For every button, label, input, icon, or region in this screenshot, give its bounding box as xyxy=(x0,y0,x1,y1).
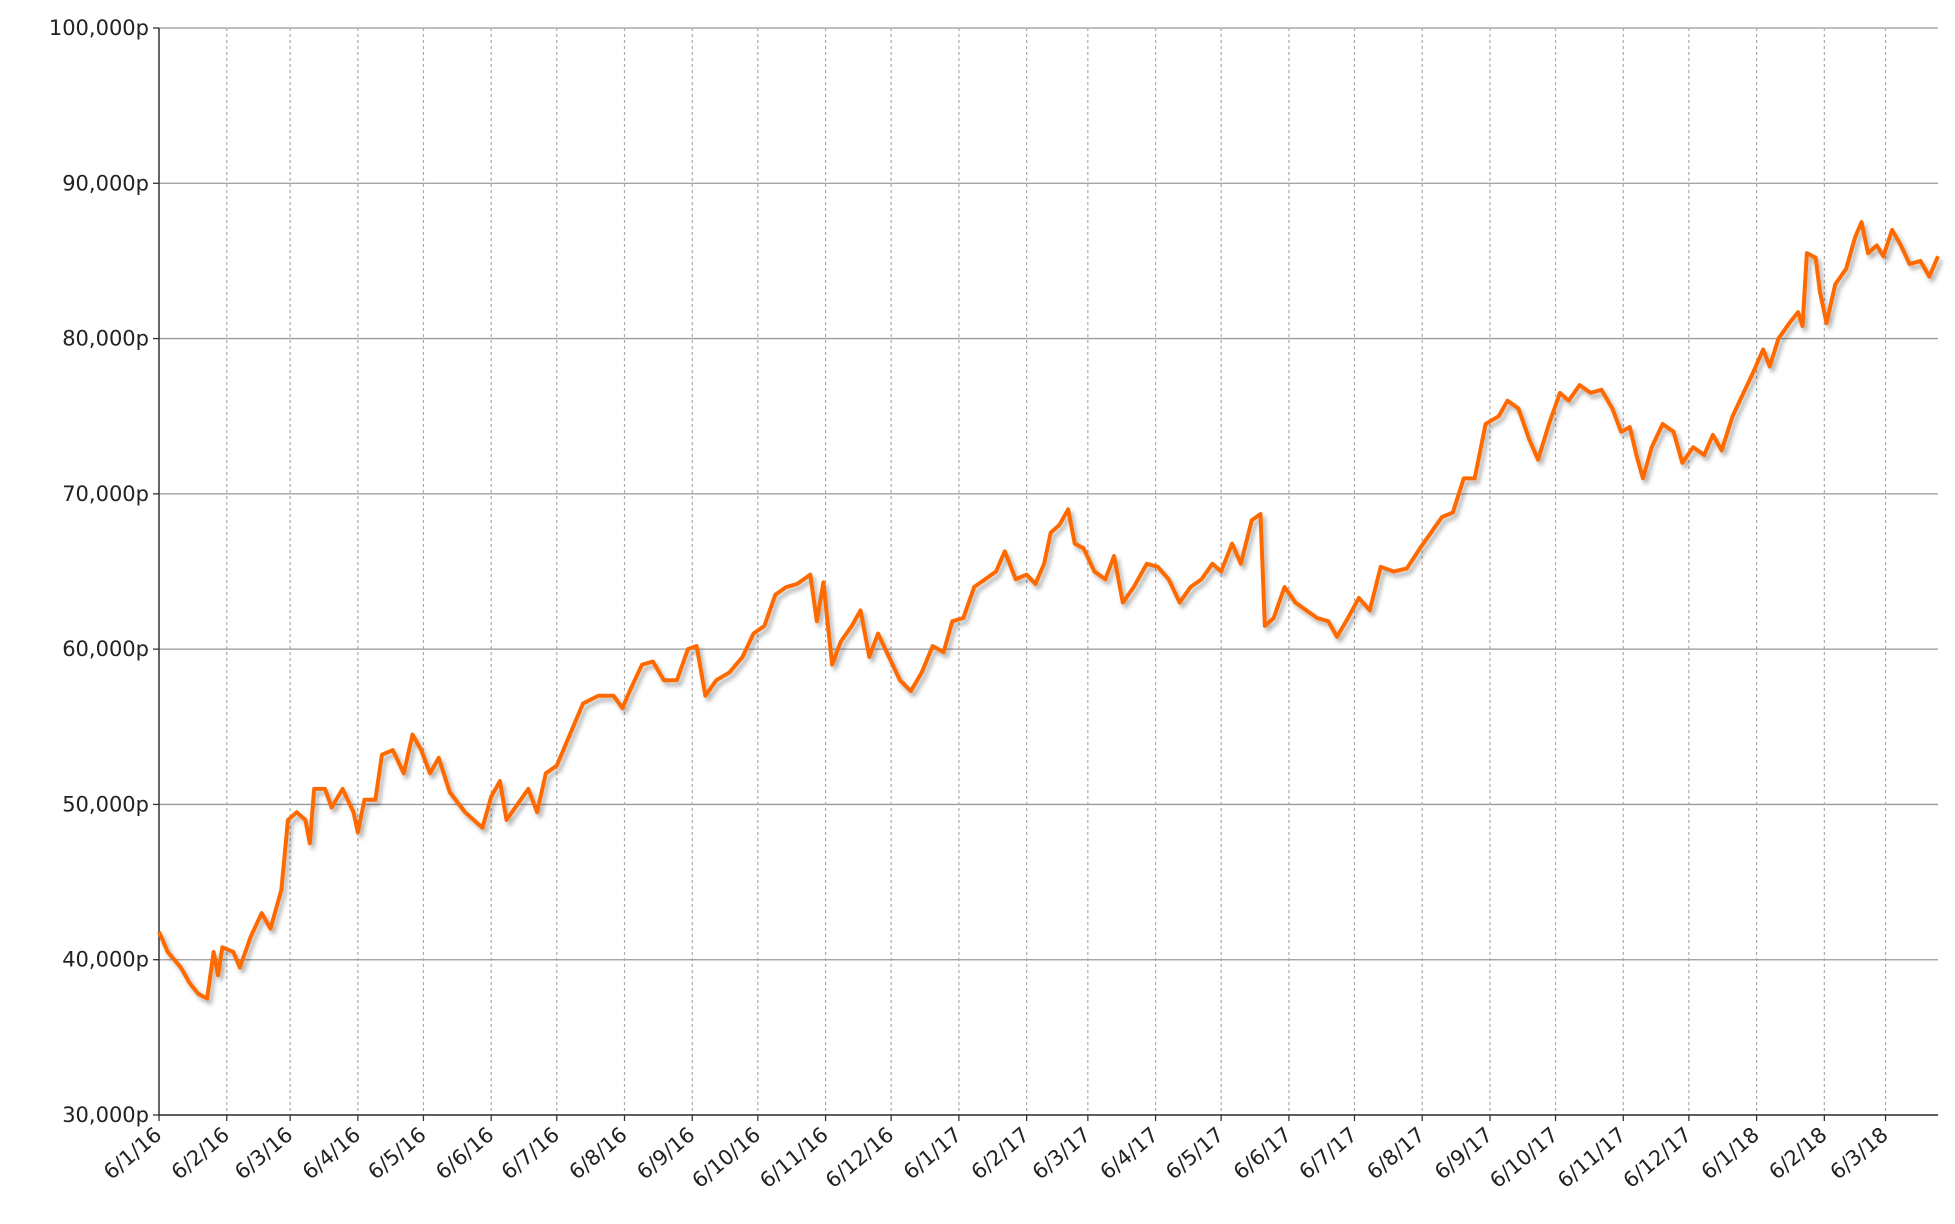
y-tick-label: 80,000p xyxy=(62,327,149,351)
y-tick-label: 40,000p xyxy=(62,948,149,972)
y-tick-label: 100,000p xyxy=(49,16,149,40)
y-tick-label: 30,000p xyxy=(62,1103,149,1127)
data-line xyxy=(157,220,1940,1001)
y-tick-label: 50,000p xyxy=(62,792,149,816)
y-tick-label: 70,000p xyxy=(62,482,149,506)
y-tick-label: 60,000p xyxy=(62,637,149,661)
y-tick-label: 90,000p xyxy=(62,171,149,195)
